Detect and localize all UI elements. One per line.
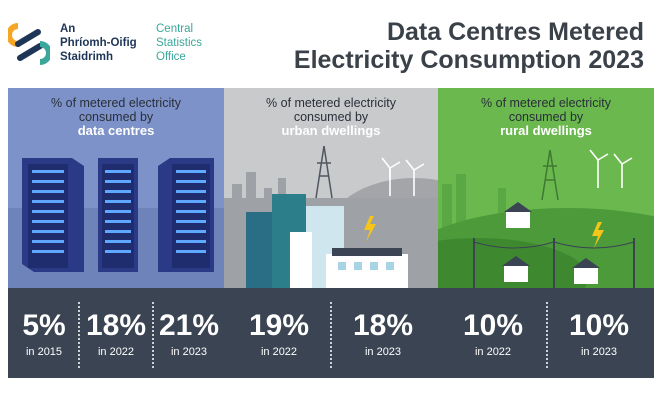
stat-value: 18% bbox=[85, 309, 147, 342]
stat-2023: 10% in 2023 bbox=[550, 288, 648, 378]
logo-irish-name: An Phríomh-Oifig Staidrimh bbox=[60, 23, 137, 63]
header: An Phríomh-Oifig Staidrimh Central Stati… bbox=[0, 0, 660, 84]
panel-subject: rural dwellings bbox=[500, 123, 592, 138]
stat-label: in 2022 bbox=[97, 346, 135, 358]
stat-2023: 21% in 2023 bbox=[156, 288, 222, 378]
pylon-icon bbox=[541, 149, 559, 201]
panel-data-centres: % of metered electricity consumed by dat… bbox=[8, 88, 224, 378]
panel-urban-dwellings: % of metered electricity consumed by urb… bbox=[224, 88, 438, 378]
stat-2022: 18% in 2022 bbox=[82, 288, 150, 378]
stat-label: in 2022 bbox=[474, 346, 512, 358]
house-icon bbox=[504, 202, 532, 228]
server-rack-icon bbox=[158, 158, 214, 272]
server-racks-illustration bbox=[8, 158, 224, 288]
buildings bbox=[246, 194, 408, 288]
stat-value: 10% bbox=[462, 309, 524, 342]
stat-2015: 5% in 2015 bbox=[12, 288, 76, 378]
house-icon bbox=[502, 256, 530, 282]
rural-landscape-illustration bbox=[438, 149, 654, 288]
divider bbox=[330, 302, 332, 368]
stats-bar: 5% in 2015 18% in 2022 21% in 2023 bbox=[8, 288, 224, 378]
stat-value: 18% bbox=[352, 309, 414, 342]
stat-2023: 18% in 2023 bbox=[334, 288, 432, 378]
divider bbox=[546, 302, 548, 368]
panel-rural-dwellings: % of metered electricity consumed by rur… bbox=[438, 88, 654, 378]
panel-caption: % of metered electricity consumed by urb… bbox=[224, 96, 438, 138]
server-rack-icon bbox=[22, 158, 84, 272]
stat-label: in 2022 bbox=[260, 346, 298, 358]
stats-bar: 10% in 2022 10% in 2023 bbox=[438, 288, 654, 378]
divider bbox=[152, 302, 154, 368]
panel-caption: % of metered electricity consumed by rur… bbox=[438, 96, 654, 138]
pylon-icon bbox=[315, 145, 333, 199]
panel-subject: urban dwellings bbox=[281, 123, 381, 138]
cso-logo-icon bbox=[8, 23, 50, 65]
lightning-bolt-icon bbox=[364, 216, 376, 242]
divider bbox=[78, 302, 80, 368]
lightning-bolt-icon bbox=[592, 222, 604, 248]
page-title: Data Centres Metered Electricity Consump… bbox=[293, 18, 644, 74]
stat-label: in 2015 bbox=[25, 346, 63, 358]
stat-label: in 2023 bbox=[580, 346, 618, 358]
urban-city-illustration bbox=[224, 145, 438, 288]
panel-caption: % of metered electricity consumed by dat… bbox=[8, 96, 224, 138]
stat-2022: 10% in 2022 bbox=[444, 288, 542, 378]
wind-turbine-icon bbox=[381, 157, 425, 196]
stat-label: in 2023 bbox=[364, 346, 402, 358]
panel-subject: data centres bbox=[77, 123, 155, 138]
stat-value: 19% bbox=[248, 309, 310, 342]
stat-value: 10% bbox=[568, 309, 630, 342]
stat-value: 21% bbox=[158, 309, 220, 342]
stat-value: 5% bbox=[22, 309, 66, 342]
stats-bar: 19% in 2022 18% in 2023 bbox=[224, 288, 438, 378]
house-icon bbox=[572, 258, 600, 284]
stat-2022: 19% in 2022 bbox=[230, 288, 328, 378]
stat-label: in 2023 bbox=[170, 346, 208, 358]
logo-english-name: Central Statistics Office bbox=[156, 23, 203, 63]
wind-turbine-icon bbox=[589, 149, 633, 188]
server-rack-icon bbox=[98, 158, 138, 272]
